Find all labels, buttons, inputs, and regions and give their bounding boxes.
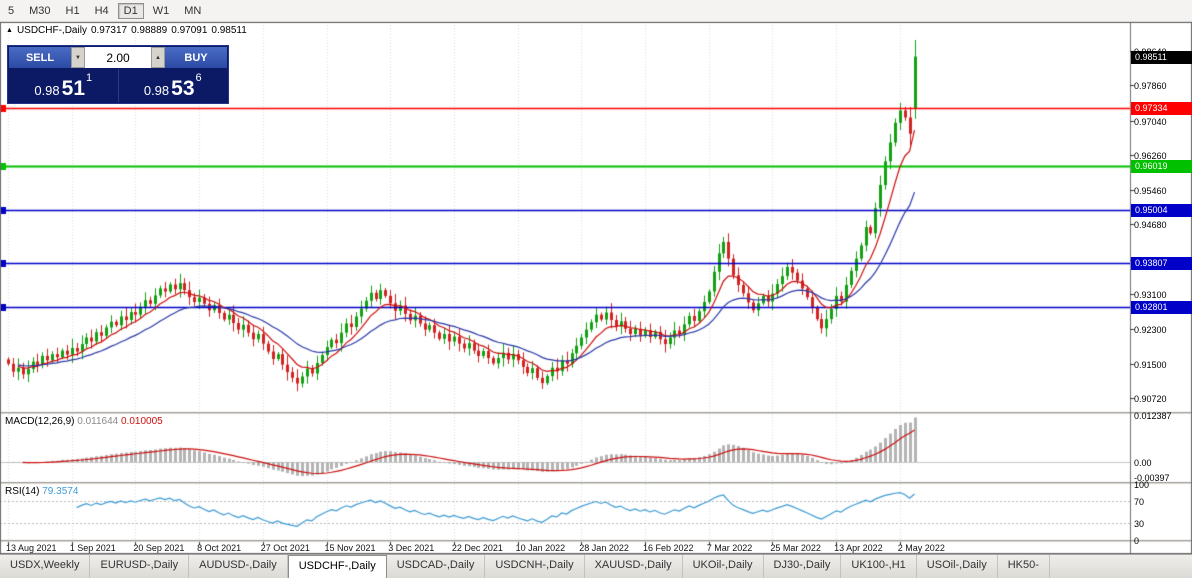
hline-price-badge: 0.95004 bbox=[1131, 204, 1192, 218]
date-axis-label: 3 Dec 2021 bbox=[388, 543, 435, 553]
date-axis-label: 15 Nov 2021 bbox=[324, 543, 376, 553]
macd-axis-label: -0.00397 bbox=[1134, 472, 1170, 483]
volume-input[interactable]: 2.00 bbox=[85, 47, 151, 68]
chart-tab-usdcad-daily[interactable]: USDCAD-,Daily bbox=[387, 555, 486, 578]
date-axis-label: 2 May 2022 bbox=[897, 543, 945, 553]
hline-price-badge: 0.92801 bbox=[1131, 300, 1192, 314]
buy-price-big: 0.98 bbox=[143, 82, 170, 98]
timeframe-toolbar: 5 M30 H1 H4 D1 W1 MN bbox=[0, 0, 1192, 22]
chart-tab-audusd-daily[interactable]: AUDUSD-,Daily bbox=[189, 555, 288, 578]
chart-tab-hk50-[interactable]: HK50- bbox=[998, 555, 1050, 578]
price-axis-label: 0.90720 bbox=[1134, 393, 1167, 404]
sell-price[interactable]: 0.98 51 1 bbox=[9, 69, 119, 102]
chart-window: ▲ USDCHF-,Daily 0.97317 0.98889 0.97091 0.985… bbox=[0, 22, 1192, 554]
chart-tabs-bar: USDX,Weekly EURUSD-,Daily AUDUSD-,Daily USD… bbox=[0, 554, 1192, 578]
macd-signal-value: 0.010005 bbox=[121, 416, 163, 427]
one-click-trading-panel: SELL ▼ 2.00 ▲ BUY 0.98 51 1 0.98 53 bbox=[8, 46, 228, 103]
macd-indicator-title: MACD(12,26,9) 0.011644 0.010005 bbox=[5, 416, 163, 427]
ohlc-high: 0.98889 bbox=[131, 25, 168, 36]
buy-price-pips: 53 bbox=[171, 77, 195, 101]
price-axis-label: 0.91500 bbox=[1134, 359, 1167, 370]
price-axis-label: 0.96260 bbox=[1134, 151, 1167, 162]
date-axis-label: 7 Mar 2022 bbox=[706, 543, 753, 553]
price-axis-label: 0.92300 bbox=[1134, 324, 1167, 335]
timeframe-button-m30[interactable]: M30 bbox=[29, 4, 51, 17]
symbol-arrow-icon: ▲ bbox=[6, 27, 13, 34]
price-chart-canvas[interactable] bbox=[0, 22, 1192, 554]
triangle-up-icon: ▲ bbox=[155, 54, 161, 61]
macd-name: MACD(12,26,9) bbox=[5, 416, 75, 427]
date-axis-label: 28 Jan 2022 bbox=[579, 543, 629, 553]
price-axis-label: 0.97860 bbox=[1134, 81, 1167, 92]
buy-button[interactable]: BUY bbox=[165, 47, 227, 68]
chart-tab-usoil-daily[interactable]: USOil-,Daily bbox=[917, 555, 998, 578]
macd-axis-label: 0.00 bbox=[1134, 457, 1152, 468]
chart-tab-usdcnh-daily[interactable]: USDCNH-,Daily bbox=[485, 555, 585, 578]
current-price-badge: 0.98511 bbox=[1131, 50, 1192, 64]
date-axis-label: 13 Aug 2021 bbox=[6, 543, 57, 553]
volume-increase-button[interactable]: ▲ bbox=[151, 47, 165, 68]
price-axis-label: 0.97040 bbox=[1134, 117, 1167, 128]
rsi-name: RSI(14) bbox=[5, 486, 40, 497]
hline-price-badge: 0.93807 bbox=[1131, 256, 1192, 270]
hline-price-badge: 0.97334 bbox=[1131, 102, 1192, 116]
chart-tab-uk100-h1[interactable]: UK100-,H1 bbox=[841, 555, 917, 578]
ohlc-low: 0.97091 bbox=[171, 25, 208, 36]
sell-price-pipette: 1 bbox=[86, 72, 93, 84]
timeframe-button-mn[interactable]: MN bbox=[184, 4, 202, 17]
ohlc-close: 0.98511 bbox=[211, 25, 247, 36]
rsi-axis-label: 100 bbox=[1134, 480, 1150, 490]
chart-tab-ukoil-daily[interactable]: UKOil-,Daily bbox=[683, 555, 764, 578]
price-axis-label: 0.95460 bbox=[1134, 186, 1167, 197]
ohlc-open: 0.97317 bbox=[90, 25, 128, 36]
timeframe-button-d1[interactable]: D1 bbox=[117, 2, 144, 19]
rsi-axis-label: 0 bbox=[1134, 536, 1140, 546]
rsi-value: 79.3574 bbox=[42, 486, 79, 497]
date-axis-label: 10 Jan 2022 bbox=[515, 543, 566, 553]
timeframe-button-5[interactable]: 5 bbox=[8, 4, 15, 17]
date-axis-label: 1 Sep 2021 bbox=[69, 543, 116, 553]
date-axis-label: 13 Apr 2022 bbox=[834, 543, 883, 553]
hline-price-badge: 0.96019 bbox=[1131, 159, 1192, 173]
triangle-down-icon: ▼ bbox=[75, 54, 81, 61]
price-axis-label: 0.93100 bbox=[1134, 289, 1167, 300]
date-axis-label: 20 Sep 2021 bbox=[133, 543, 185, 553]
chart-ohlc-title: ▲ USDCHF-,Daily 0.97317 0.98889 0.97091 0.985… bbox=[6, 25, 251, 36]
date-axis-label: 16 Feb 2022 bbox=[643, 543, 694, 553]
macd-main-value: 0.011644 bbox=[77, 416, 119, 427]
timeframe-button-h4[interactable]: H4 bbox=[94, 4, 109, 17]
date-axis-label: 25 Mar 2022 bbox=[770, 543, 821, 553]
date-axis-label: 22 Dec 2021 bbox=[451, 543, 503, 553]
sell-price-big: 0.98 bbox=[34, 82, 60, 98]
buy-price-pipette: 6 bbox=[195, 72, 202, 84]
symbol-name: USDCHF-,Daily bbox=[16, 25, 87, 36]
price-axis-label: 0.94680 bbox=[1134, 220, 1167, 231]
chart-tab-xauusd-daily[interactable]: XAUUSD-,Daily bbox=[585, 555, 683, 578]
chart-tab-dj30-daily[interactable]: DJ30-,Daily bbox=[764, 555, 842, 578]
sell-button[interactable]: SELL bbox=[9, 47, 71, 68]
date-axis-label: 8 Oct 2021 bbox=[197, 543, 242, 553]
volume-decrease-button[interactable]: ▼ bbox=[71, 47, 85, 68]
sell-price-pips: 51 bbox=[61, 77, 86, 101]
date-axis-label: 27 Oct 2021 bbox=[260, 543, 310, 553]
rsi-axis-label: 70 bbox=[1134, 496, 1145, 507]
rsi-axis-label: 30 bbox=[1134, 519, 1145, 530]
chart-tab-usdx-weekly[interactable]: USDX,Weekly bbox=[0, 555, 91, 578]
timeframe-button-w1[interactable]: W1 bbox=[152, 4, 170, 17]
chart-tab-usdchf-daily[interactable]: USDCHF-,Daily bbox=[287, 555, 387, 578]
buy-price[interactable]: 0.98 53 6 bbox=[119, 69, 228, 102]
rsi-indicator-title: RSI(14) 79.3574 bbox=[5, 486, 78, 497]
chart-tab-eurusd-daily[interactable]: EURUSD-,Daily bbox=[90, 555, 190, 578]
timeframe-button-h1[interactable]: H1 bbox=[65, 4, 80, 17]
macd-axis-label: 0.012387 bbox=[1134, 411, 1172, 422]
